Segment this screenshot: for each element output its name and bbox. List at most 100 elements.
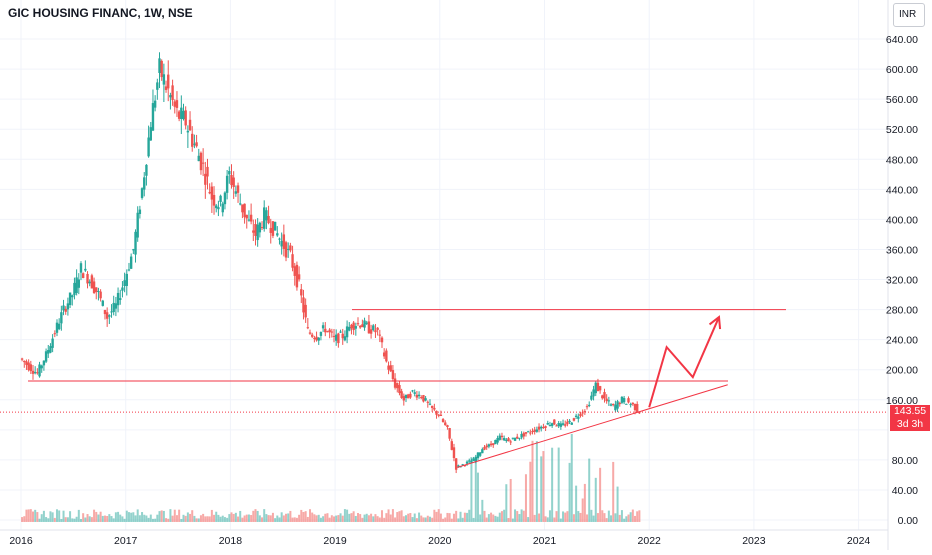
candle-body	[605, 398, 608, 402]
candle-body	[208, 191, 211, 194]
volume-bar	[232, 513, 235, 522]
volume-bar	[474, 460, 477, 522]
candle-body	[581, 412, 584, 414]
volume-bar	[520, 509, 523, 522]
candle-body	[228, 171, 231, 175]
candle-body	[483, 446, 486, 450]
y-tick-label: 440.00	[886, 184, 918, 196]
candle-body	[577, 416, 580, 419]
volume-bar	[439, 513, 442, 522]
candle-body	[212, 194, 216, 206]
candle-body	[105, 312, 109, 319]
candle-body	[114, 303, 118, 309]
volume-bar	[317, 514, 320, 522]
volume-bar	[394, 517, 397, 522]
volume-bar	[483, 510, 486, 522]
volume-bar	[173, 509, 176, 522]
candle-body	[273, 221, 277, 231]
volume-bar	[208, 516, 211, 522]
candle-body	[352, 322, 355, 331]
volume-bar	[614, 513, 617, 522]
candle-body	[95, 287, 98, 293]
volume-bar	[261, 517, 264, 522]
candle-body	[156, 82, 159, 90]
volume-bar	[254, 509, 257, 522]
volume-bar	[522, 510, 525, 522]
volume-bar	[141, 512, 144, 522]
y-tick-label: 400.00	[886, 214, 918, 226]
volume-bar	[442, 518, 445, 522]
currency-badge[interactable]	[893, 3, 925, 27]
candle-body	[498, 435, 501, 440]
volume-bar	[271, 512, 274, 522]
volume-bar	[463, 512, 466, 522]
candle-body	[66, 303, 70, 310]
volume-bar	[215, 511, 218, 522]
volume-bar	[151, 518, 154, 522]
candle-body	[570, 422, 573, 425]
candle-body	[36, 372, 39, 374]
candle-body	[618, 402, 621, 405]
volume-bar	[618, 514, 621, 522]
candle-body	[546, 423, 549, 425]
volume-bar	[108, 514, 111, 522]
volume-bar	[583, 483, 586, 522]
candle-body	[354, 326, 358, 329]
volume-bar	[252, 510, 255, 522]
volume-bar	[269, 515, 272, 522]
candle-body	[622, 398, 626, 403]
volume-bar	[540, 456, 543, 522]
candle-body	[588, 404, 591, 406]
volume-bar	[125, 510, 128, 522]
volume-bar	[402, 516, 405, 522]
volume-bar	[302, 511, 305, 522]
candle-body	[559, 423, 563, 427]
candle-body	[287, 248, 290, 250]
volume-bar	[605, 518, 608, 522]
volume-bar	[378, 517, 381, 522]
candle-body	[494, 439, 497, 445]
candle-body	[302, 297, 305, 313]
candle-body	[110, 311, 113, 313]
volume-bar	[121, 516, 124, 522]
volume-bar	[154, 518, 157, 522]
candle-body	[629, 404, 632, 406]
volume-bar	[295, 517, 298, 522]
volume-bar	[579, 512, 582, 522]
candle-body	[263, 207, 266, 229]
volume-bar	[533, 514, 536, 522]
candle-body	[153, 100, 157, 108]
volume-bar	[162, 510, 165, 522]
last-price-tag: 143.55	[890, 405, 930, 419]
candle-body	[147, 137, 150, 157]
candle-body	[511, 437, 515, 439]
volume-bar	[221, 515, 224, 522]
candle-body	[73, 282, 76, 296]
volume-bar	[55, 509, 58, 522]
volume-bar	[557, 447, 560, 522]
volume-bar	[138, 515, 141, 522]
candle-body	[140, 188, 144, 198]
candle-body	[574, 415, 578, 417]
y-tick-label: 0.00	[898, 515, 919, 527]
x-tick-label: 2019	[323, 535, 347, 547]
candle-body	[310, 334, 314, 337]
candle-body	[607, 400, 611, 402]
candle-body	[400, 391, 403, 398]
volume-bar	[197, 518, 200, 522]
volume-bar	[58, 510, 61, 522]
candle-body	[492, 443, 495, 446]
candle-body	[555, 425, 558, 427]
volume-bar	[182, 514, 185, 522]
candle-body	[182, 110, 185, 120]
volume-bar	[34, 509, 37, 522]
volume-bar	[343, 509, 346, 522]
candle-body	[132, 249, 135, 251]
candle-body	[151, 103, 155, 131]
candle-body	[553, 419, 556, 425]
candle-body	[308, 332, 312, 334]
candle-body	[500, 435, 504, 438]
candle-body	[92, 281, 96, 293]
